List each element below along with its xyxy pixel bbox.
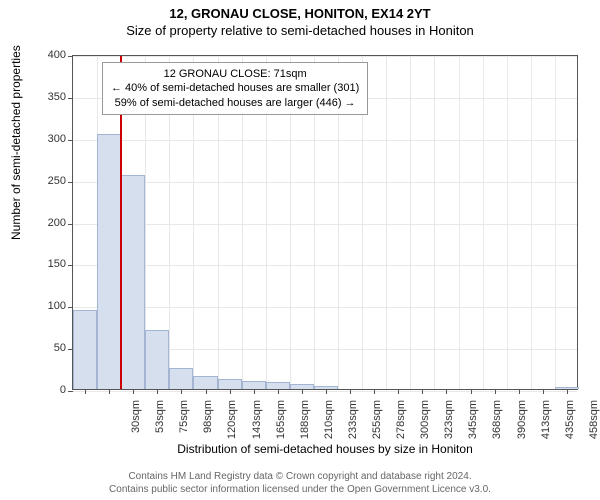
- gridline-h: [73, 140, 577, 141]
- xtick-label: 390sqm: [516, 400, 528, 450]
- xtick-mark: [326, 389, 327, 394]
- page-subtitle: Size of property relative to semi-detach…: [0, 21, 600, 38]
- xtick-mark: [85, 389, 86, 394]
- xtick-mark: [278, 389, 279, 394]
- xtick-mark: [133, 389, 134, 394]
- xtick-label: 75sqm: [178, 400, 190, 450]
- gridline-h: [73, 224, 577, 225]
- ytick-mark: [68, 56, 73, 57]
- gridline-v: [410, 56, 411, 389]
- gridline-h: [73, 265, 577, 266]
- histogram-bar: [145, 330, 169, 389]
- xtick-mark: [254, 389, 255, 394]
- info-box: 12 GRONAU CLOSE: 71sqm ← 40% of semi-det…: [102, 62, 368, 115]
- ytick-mark: [68, 307, 73, 308]
- xtick-label: 458sqm: [588, 400, 600, 450]
- gridline-h: [73, 56, 577, 57]
- xtick-label: 435sqm: [564, 400, 576, 450]
- xtick-mark: [350, 389, 351, 394]
- xtick-mark: [302, 389, 303, 394]
- histogram-bar: [169, 368, 193, 389]
- xtick-label: 323sqm: [443, 400, 455, 450]
- info-line-2: ← 40% of semi-detached houses are smalle…: [111, 81, 359, 95]
- ytick-label: 400: [36, 49, 66, 61]
- xtick-label: 143sqm: [251, 400, 263, 450]
- xtick-label: 210sqm: [323, 400, 335, 450]
- xtick-mark: [519, 389, 520, 394]
- page-title: 12, GRONAU CLOSE, HONITON, EX14 2YT: [0, 0, 600, 21]
- ytick-label: 300: [36, 133, 66, 145]
- ytick-label: 100: [36, 300, 66, 312]
- xtick-mark: [543, 389, 544, 394]
- histogram-bar: [242, 381, 266, 389]
- ytick-label: 50: [36, 342, 66, 354]
- gridline-v: [555, 56, 556, 389]
- xtick-mark: [398, 389, 399, 394]
- gridline-v: [483, 56, 484, 389]
- xtick-mark: [567, 389, 568, 394]
- xtick-mark: [181, 389, 182, 394]
- xtick-mark: [495, 389, 496, 394]
- ytick-label: 250: [36, 175, 66, 187]
- histogram-bar: [121, 175, 145, 389]
- ytick-mark: [68, 391, 73, 392]
- ytick-label: 350: [36, 91, 66, 103]
- histogram-bar: [266, 382, 290, 389]
- attribution-line-2: Contains public sector information licen…: [0, 483, 600, 496]
- info-line-1: 12 GRONAU CLOSE: 71sqm: [111, 67, 359, 81]
- ytick-label: 150: [36, 258, 66, 270]
- gridline-v: [459, 56, 460, 389]
- ytick-label: 200: [36, 217, 66, 229]
- gridline-v: [507, 56, 508, 389]
- xtick-label: 165sqm: [275, 400, 287, 450]
- xtick-mark: [109, 389, 110, 394]
- ytick-mark: [68, 182, 73, 183]
- attribution-line-1: Contains HM Land Registry data © Crown c…: [0, 470, 600, 483]
- xtick-mark: [471, 389, 472, 394]
- gridline-v: [434, 56, 435, 389]
- histogram-bar: [193, 376, 217, 389]
- ytick-mark: [68, 98, 73, 99]
- xtick-label: 413sqm: [540, 400, 552, 450]
- attribution-text: Contains HM Land Registry data © Crown c…: [0, 470, 600, 496]
- xtick-mark: [157, 389, 158, 394]
- chart-container: 12, GRONAU CLOSE, HONITON, EX14 2YT Size…: [0, 0, 600, 500]
- xtick-mark: [374, 389, 375, 394]
- xtick-label: 278sqm: [395, 400, 407, 450]
- xtick-label: 120sqm: [226, 400, 238, 450]
- ytick-mark: [68, 265, 73, 266]
- gridline-h: [73, 182, 577, 183]
- xtick-label: 30sqm: [130, 400, 142, 450]
- xtick-label: 53sqm: [154, 400, 166, 450]
- xtick-label: 255sqm: [371, 400, 383, 450]
- xtick-label: 233sqm: [347, 400, 359, 450]
- xtick-mark: [446, 389, 447, 394]
- xtick-mark: [206, 389, 207, 394]
- xtick-label: 345sqm: [467, 400, 479, 450]
- histogram-bar: [218, 379, 242, 389]
- xtick-label: 300sqm: [419, 400, 431, 450]
- gridline-v: [386, 56, 387, 389]
- ytick-mark: [68, 224, 73, 225]
- xtick-label: 98sqm: [202, 400, 214, 450]
- gridline-h: [73, 391, 577, 392]
- xtick-mark: [230, 389, 231, 394]
- histogram-bar: [73, 310, 97, 389]
- xtick-label: 188sqm: [299, 400, 311, 450]
- xtick-mark: [422, 389, 423, 394]
- histogram-bar: [97, 134, 121, 389]
- gridline-v: [531, 56, 532, 389]
- ytick-label: 0: [36, 384, 66, 396]
- ytick-mark: [68, 140, 73, 141]
- gridline-h: [73, 307, 577, 308]
- y-axis-label: Number of semi-detached properties: [9, 220, 23, 240]
- xtick-label: 368sqm: [491, 400, 503, 450]
- info-line-3: 59% of semi-detached houses are larger (…: [111, 96, 359, 110]
